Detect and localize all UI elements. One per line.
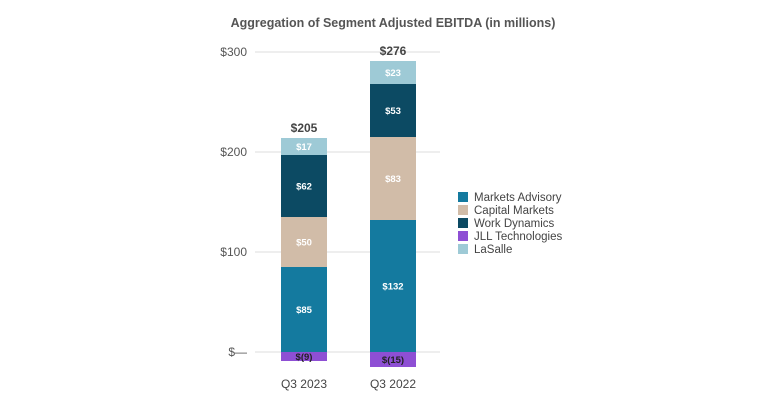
legend-swatch <box>458 231 468 241</box>
bar-segment-jll-technologies <box>281 352 327 361</box>
legend-swatch <box>458 244 468 254</box>
legend-swatch <box>458 218 468 228</box>
legend-swatch <box>458 205 468 215</box>
bar-value-label: $17 <box>296 142 312 153</box>
bar-segment-jll-technologies <box>370 352 416 367</box>
bar-segment-markets-advisory <box>281 267 327 352</box>
bar-segment-lasalle <box>370 61 416 84</box>
bar-value-label: $53 <box>385 106 401 117</box>
legend-label: LaSalle <box>474 244 512 256</box>
bar-value-label: $83 <box>385 174 401 185</box>
y-tick-label: $300 <box>220 45 247 59</box>
bar-labels: $85 $50 $62 $(9) $17 $205 $132 $83 $53 $(15) $23 $2… <box>291 44 407 366</box>
bar-segment-markets-advisory <box>370 220 416 352</box>
y-tick-label: $200 <box>220 145 247 159</box>
chart-title: Aggregation of Segment Adjusted EBITDA (… <box>231 16 556 30</box>
bar-value-label: $85 <box>296 305 313 316</box>
bar-value-label: $62 <box>296 182 312 193</box>
bars <box>281 61 416 367</box>
bar-segment-work-dynamics <box>281 155 327 217</box>
bar-value-label: $50 <box>296 238 312 249</box>
bar-segment-work-dynamics <box>370 84 416 137</box>
bar-value-label: $23 <box>385 68 401 79</box>
x-axis-categories: Q3 2023 Q3 2022 <box>281 377 416 391</box>
y-tick-label: $— <box>228 345 247 359</box>
bar-segment-capital-markets <box>370 137 416 220</box>
y-axis-ticks: $300 $200 $100 $— <box>220 45 247 359</box>
bar-segment-lasalle <box>281 138 327 155</box>
legend-swatch <box>458 192 468 202</box>
bar-total-label: $205 <box>291 121 318 135</box>
bar-value-label: $132 <box>382 282 403 293</box>
y-tick-label: $100 <box>220 245 247 259</box>
x-category-label: Q3 2023 <box>281 377 327 391</box>
legend-label: Capital Markets <box>474 205 554 217</box>
bar-total-label: $276 <box>380 44 407 58</box>
bar-segment-capital-markets <box>281 217 327 267</box>
bar-value-label: $(15) <box>382 355 404 366</box>
legend-label: JLL Technologies <box>474 231 562 243</box>
legend-label: Markets Advisory <box>474 192 562 204</box>
legend-label: Work Dynamics <box>474 218 555 230</box>
x-category-label: Q3 2022 <box>370 377 416 391</box>
bar-value-label: $(9) <box>296 352 313 363</box>
